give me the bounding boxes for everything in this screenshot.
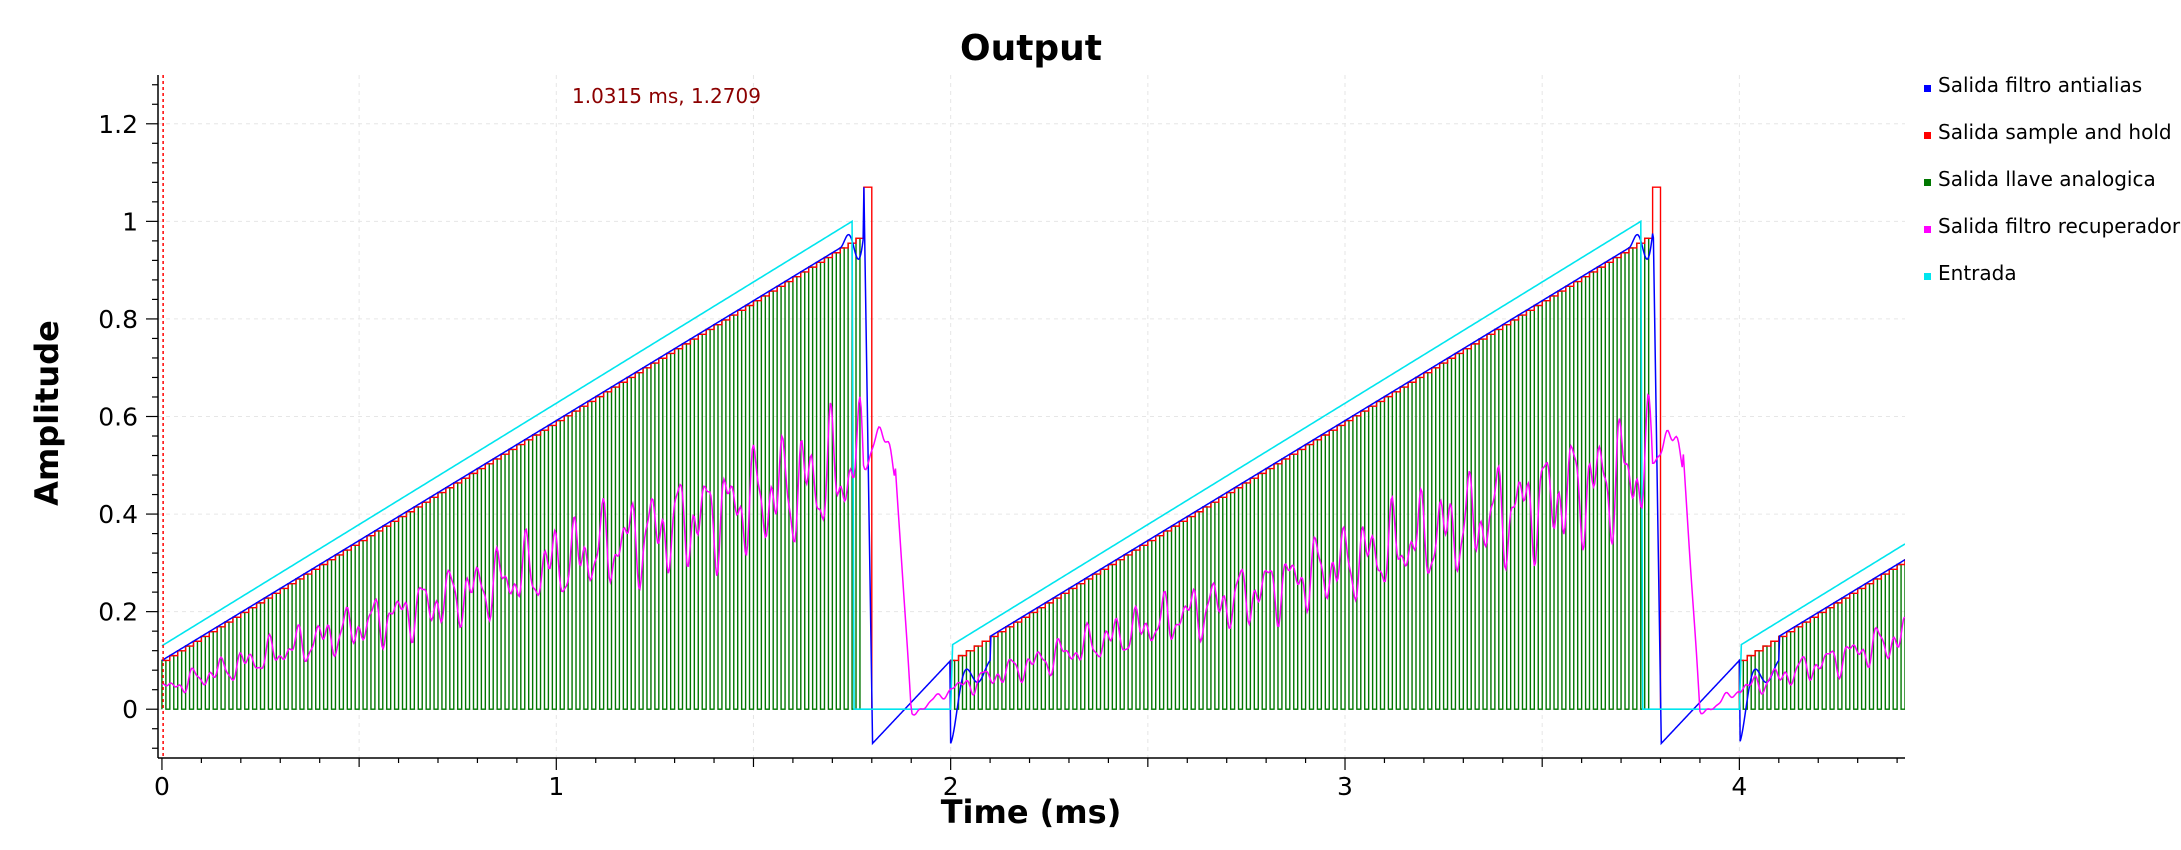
chart-title: Output xyxy=(960,28,1102,69)
x-tick-label: 2 xyxy=(943,772,959,801)
legend-swatch xyxy=(1924,132,1931,139)
y-axis-label: Amplitude xyxy=(28,320,66,506)
x-axis-ticks: 0 1 2 3 4 xyxy=(154,758,1898,801)
legend-entry[interactable]: Salida filtro recuperador xyxy=(1924,214,2181,238)
y-tick-label: 0.4 xyxy=(98,500,138,529)
series-salida-filtro-recuperador xyxy=(161,393,1905,716)
series-salida-sample-and-hold xyxy=(161,186,1905,710)
legend-entry[interactable]: Salida filtro antialias xyxy=(1924,73,2142,97)
x-tick-label: 1 xyxy=(548,772,564,801)
legend-entry[interactable]: Entrada xyxy=(1924,261,2017,285)
y-tick-label: 0.2 xyxy=(98,598,138,627)
legend-label: Salida llave analogica xyxy=(1938,167,2156,191)
legend-label: Salida sample and hold xyxy=(1938,120,2172,144)
y-tick-label: 0.6 xyxy=(98,403,138,432)
legend[interactable]: Salida filtro antialias Salida sample and… xyxy=(1924,73,2181,285)
legend-swatch xyxy=(1924,85,1931,92)
legend-entry[interactable]: Salida llave analogica xyxy=(1924,167,2156,191)
legend-swatch xyxy=(1924,226,1931,233)
legend-swatch xyxy=(1924,273,1931,280)
x-tick-label: 0 xyxy=(154,772,170,801)
x-axis-label: Time (ms) xyxy=(941,793,1122,831)
x-tick-label: 3 xyxy=(1337,772,1353,801)
series-salida-filtro-antialias xyxy=(161,187,1905,746)
series-entrada xyxy=(161,219,1905,711)
y-tick-label: 0.8 xyxy=(98,305,138,334)
y-axis-ticks: 0 0.2 0.4 0.6 0.8 1 1.2 xyxy=(98,84,158,749)
y-tick-label: 1.2 xyxy=(98,110,138,139)
plot-area xyxy=(161,186,1905,746)
x-tick-label: 4 xyxy=(1731,772,1747,801)
legend-entry[interactable]: Salida sample and hold xyxy=(1924,120,2172,144)
y-tick-label: 1 xyxy=(122,207,138,236)
legend-label: Salida filtro antialias xyxy=(1938,73,2142,97)
y-tick-label: 0 xyxy=(122,695,138,724)
legend-swatch xyxy=(1924,179,1931,186)
series-layer xyxy=(161,186,1905,746)
legend-label: Entrada xyxy=(1938,261,2017,285)
cursor-marker[interactable]: 1.0315 ms, 1.2709 xyxy=(162,75,761,758)
legend-label: Salida filtro recuperador xyxy=(1938,214,2181,238)
cursor-readout: 1.0315 ms, 1.2709 xyxy=(572,84,761,108)
